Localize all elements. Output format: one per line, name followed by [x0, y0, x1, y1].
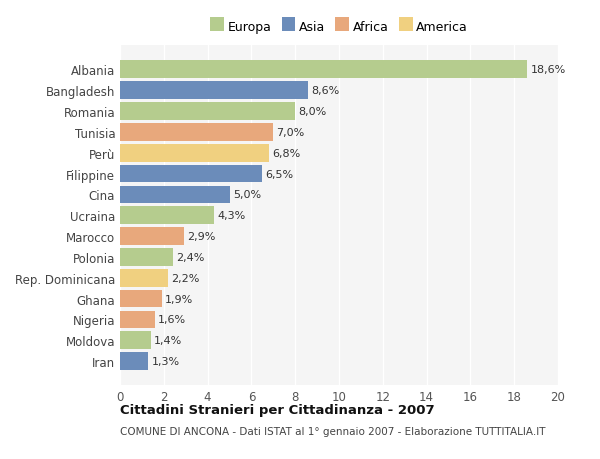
Text: 4,3%: 4,3%	[217, 211, 246, 221]
Text: 1,9%: 1,9%	[165, 294, 193, 304]
Text: 6,5%: 6,5%	[266, 169, 294, 179]
Text: 2,4%: 2,4%	[176, 252, 204, 262]
Text: 1,6%: 1,6%	[158, 315, 187, 325]
Bar	[120, 103, 295, 121]
Text: 18,6%: 18,6%	[530, 65, 566, 75]
Bar	[120, 311, 155, 329]
Bar	[120, 269, 168, 287]
Text: Cittadini Stranieri per Cittadinanza - 2007: Cittadini Stranieri per Cittadinanza - 2…	[120, 403, 434, 416]
Text: 1,3%: 1,3%	[152, 356, 180, 366]
Bar	[120, 62, 527, 79]
Bar	[120, 186, 229, 204]
Legend: Europa, Asia, Africa, America: Europa, Asia, Africa, America	[208, 18, 470, 36]
Text: 2,2%: 2,2%	[172, 273, 200, 283]
Bar	[120, 228, 184, 246]
Text: 5,0%: 5,0%	[233, 190, 261, 200]
Bar	[120, 332, 151, 349]
Bar	[120, 290, 161, 308]
Bar	[120, 165, 262, 183]
Text: 1,4%: 1,4%	[154, 336, 182, 346]
Bar	[120, 353, 148, 370]
Bar	[120, 248, 173, 266]
Text: 7,0%: 7,0%	[277, 128, 305, 138]
Bar	[120, 145, 269, 162]
Text: 8,6%: 8,6%	[311, 86, 340, 96]
Text: 2,9%: 2,9%	[187, 231, 215, 241]
Bar	[120, 82, 308, 100]
Text: 8,0%: 8,0%	[298, 107, 327, 117]
Text: COMUNE DI ANCONA - Dati ISTAT al 1° gennaio 2007 - Elaborazione TUTTITALIA.IT: COMUNE DI ANCONA - Dati ISTAT al 1° genn…	[120, 426, 545, 436]
Text: 6,8%: 6,8%	[272, 148, 301, 158]
Bar	[120, 207, 214, 224]
Bar	[120, 124, 274, 141]
